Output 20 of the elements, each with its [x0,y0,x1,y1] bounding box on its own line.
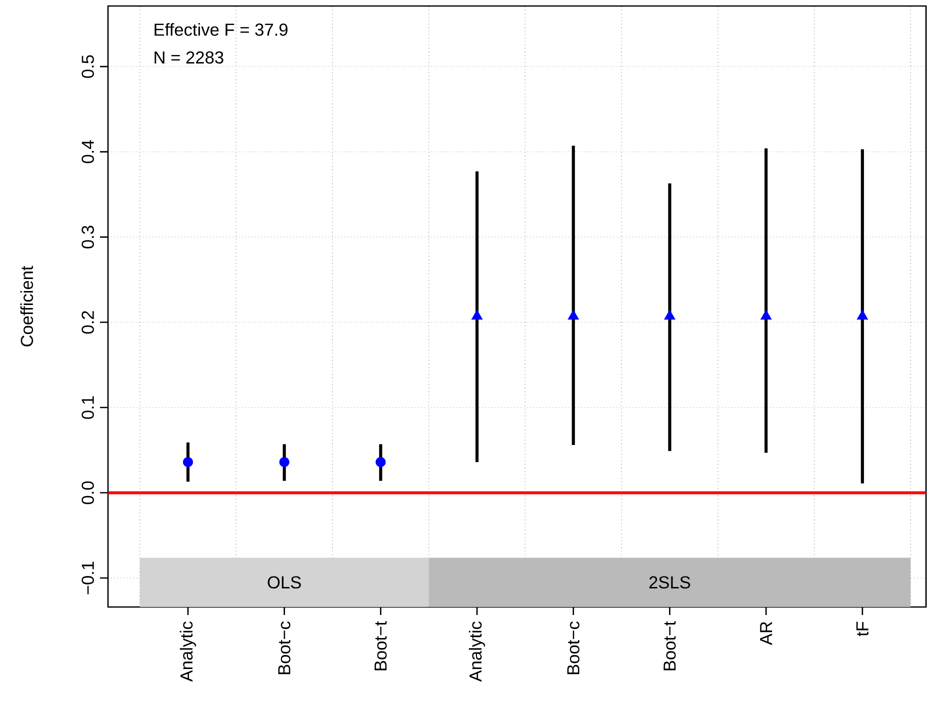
y-tick-label: 0.2 [82,311,94,334]
x-tick-label: Boot−t [664,621,676,670]
band-label: OLS [268,576,301,588]
y-tick-label: 0.0 [82,481,94,504]
y-axis-title: Coefficient [20,266,34,346]
x-tick-label: Boot−c [278,621,290,674]
x-tick-label: tF [856,622,868,636]
band-label: 2SLS [649,576,690,588]
y-tick-label: 0.5 [82,55,94,78]
x-tick-label: Analytic [468,622,486,682]
x-tick-label: Boot−c [567,621,580,674]
x-tick-label: AR [760,622,772,646]
y-tick-label: −0.1 [82,562,94,594]
x-tick-label: Boot−t [374,621,387,670]
y-tick-label: 0.3 [82,226,94,248]
x-tick-label: Analytic [180,622,196,682]
annotation: N = 2283 [154,51,224,64]
y-tick-label: 0.1 [82,396,94,419]
y-tick-label: 0.4 [82,140,94,164]
annotation: Effective F = 37.9 [154,23,288,36]
